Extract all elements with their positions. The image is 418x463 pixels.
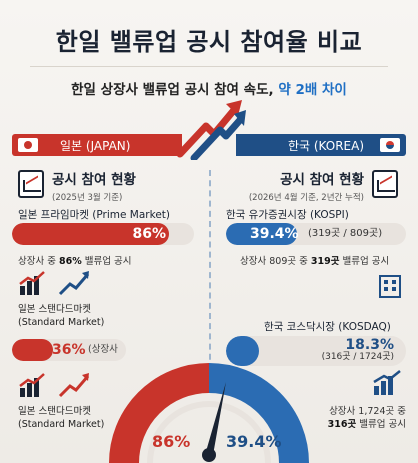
japan-prime-label: 일본 프라임마켓 (Prime Market) [18, 209, 170, 221]
japan-standard-label-2: (Standard Market) [18, 317, 105, 328]
korea-kosdaq-desc: 상장사 1,724곳 중 316곳 밸류업 공시 [306, 405, 406, 431]
japan-prime-bar: 86% [12, 223, 194, 245]
korea-kospi-desc-bold: 319곳 [310, 256, 340, 267]
growth-chart-icon [19, 373, 90, 398]
korea-kospi-bar: 39.4% (319곳 / 809곳) [226, 223, 406, 245]
japan-label: 일본 (JAPAN) [60, 138, 131, 153]
korea-kospi-desc-pre: 상장사 809곳 중 [240, 256, 311, 267]
korea-kospi-desc: 상장사 809곳 중 319곳 밸류업 공시 [240, 253, 389, 267]
japan-standard-bar-fill [12, 339, 53, 361]
gauge-hub [202, 448, 216, 462]
center-divider [209, 170, 211, 370]
japan-prime-bar-fill [12, 223, 169, 245]
korea-label: 한국 (KOREA) [287, 138, 364, 153]
korea-kospi-count: (319곳 / 809곳) [308, 228, 383, 239]
gauge-japan-arc [109, 363, 210, 463]
japan-standard-label-1: 일본 스탠다드마켓 [18, 304, 91, 315]
korea-kosdaq-desc-2: 316곳 밸류업 공시 [306, 418, 406, 431]
japan-flag-icon [18, 138, 38, 152]
subtitle-highlight: 약 2배 차이 [278, 82, 347, 98]
japan-prime-desc-bold: 86% [59, 256, 82, 267]
korea-section-note: (2026년 4월 기준, 2년간 누적) [248, 193, 364, 203]
japan-standard2-label: 일본 스탠다드마켓 (Standard Market) [18, 405, 104, 431]
japan-section-title: 공시 참여 현황 [52, 172, 136, 188]
korea-kosdaq-bar-fill [226, 336, 259, 366]
japan-prime-pct: 86% [132, 226, 166, 242]
japan-prime-desc: 상장사 중 86% 밸류업 공시 [18, 253, 132, 267]
gauge-inner-ring [147, 401, 271, 463]
korea-kosdaq-desc-1: 상장사 1,724곳 중 [329, 406, 406, 417]
korea-kosdaq-desc-bold: 316곳 [327, 419, 357, 430]
japan-prime-desc-post: 밸류업 공시 [81, 256, 132, 267]
page-subtitle: 한일 상장사 밸류업 공시 참여 속도, 약 2배 차이 [0, 78, 418, 98]
japan-standard-label: 일본 스탠다드마켓 (Standard Market) [18, 303, 104, 329]
gauge-korea-arc [208, 363, 309, 463]
korea-header: 한국 (KOREA) [236, 134, 406, 156]
korea-kosdaq-desc-post: 밸류업 공시 [356, 419, 406, 430]
comparison-gauge [109, 363, 309, 463]
korea-kosdaq-label: 한국 코스닥시장 (KOSDAQ) [264, 321, 391, 333]
japan-standard2-label-2: (Standard Market) [18, 419, 105, 430]
page-title: 한일 밸류업 공시 참여율 비교 [55, 28, 363, 56]
korea-kospi-label: 한국 유가증권시장 (KOSPI) [226, 209, 349, 221]
gauge-japan-pct: 86% [152, 432, 191, 451]
japan-standard-bar: 36% (상장사 중) [12, 339, 126, 361]
gauge-needle [205, 382, 226, 455]
report-chart-icon [372, 170, 398, 198]
korea-kospi-desc-post: 밸류업 공시 [339, 256, 390, 267]
report-chart-icon [18, 170, 44, 198]
growth-chart-icon [373, 370, 401, 395]
korea-kosdaq-count: (316곳 / 1724곳) [321, 352, 394, 362]
japan-section-note: (2025년 3월 기준) [52, 193, 123, 203]
japan-standard-note: (상장사 중) [88, 344, 118, 355]
growth-chart-icon [19, 271, 90, 296]
japan-section: 공시 참여 현황 (2025년 3월 기준) [52, 168, 136, 203]
japan-standard-pct: 36% [52, 342, 86, 358]
building-icon [379, 275, 401, 298]
korea-section-title: 공시 참여 현황 [280, 172, 364, 188]
gauge-korea-pct: 39.4% [226, 432, 282, 451]
korea-kosdaq-pct: 18.3% [345, 337, 394, 353]
title-rule [30, 66, 388, 67]
korea-kosdaq-bar: 18.3% (316곳 / 1724곳) [226, 336, 406, 366]
growth-arrows-icon [176, 100, 246, 160]
korea-flag-icon [380, 138, 400, 152]
japan-standard2-label-1: 일본 스탠다드마켓 [18, 406, 91, 417]
korea-kospi-pct: 39.4% [250, 226, 299, 242]
subtitle-main: 한일 상장사 밸류업 공시 참여 속도, [71, 82, 279, 98]
korea-section: 공시 참여 현황 (2026년 4월 기준, 2년간 누적) [240, 168, 364, 203]
korea-kospi-bar-fill [226, 223, 297, 245]
japan-header: 일본 (JAPAN) [12, 134, 182, 156]
japan-prime-desc-pre: 상장사 중 [18, 256, 59, 267]
